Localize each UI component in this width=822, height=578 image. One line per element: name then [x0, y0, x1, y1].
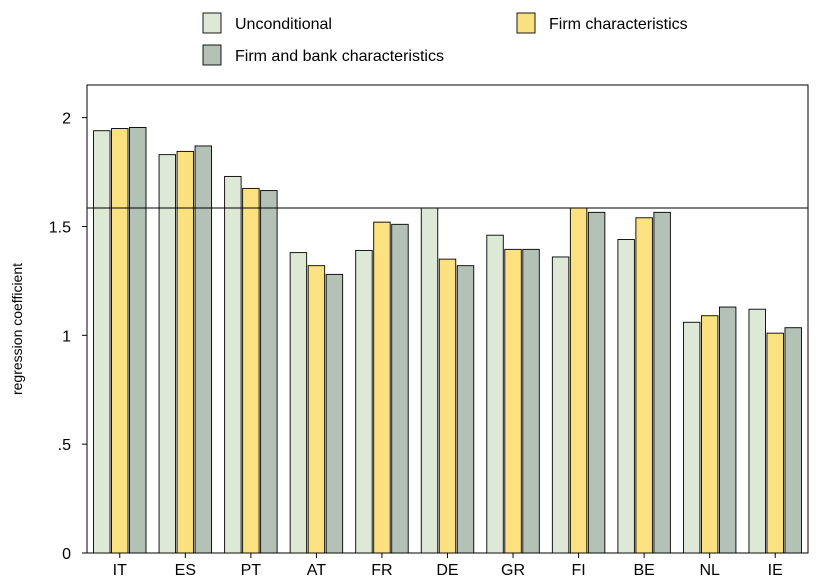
y-tick-label: 1 [62, 328, 71, 345]
x-tick-label: IE [768, 562, 783, 578]
bar [587, 211, 606, 554]
x-tick-label: FR [371, 562, 392, 578]
x-tick-label: PT [241, 562, 262, 578]
bar [355, 249, 373, 554]
x-tick-label: NL [699, 562, 720, 578]
bar [569, 207, 588, 554]
bar [93, 130, 111, 554]
plot-area: 0 .5 1 1.5 2 IT ES PT AT FR DE GR FI BE NL IE [49, 84, 809, 578]
bar [635, 217, 653, 554]
x-tick-label: GR [501, 562, 525, 578]
y-tick-label: 2 [62, 111, 71, 128]
bar [224, 175, 242, 554]
x-tick-label: ES [175, 562, 196, 578]
y-tick-label: 1.5 [49, 219, 71, 236]
bar [617, 239, 635, 554]
x-tick-label: BE [633, 562, 654, 578]
legend-swatch [202, 12, 222, 34]
bar [682, 321, 701, 554]
legend-swatch [516, 12, 536, 34]
bar [438, 258, 457, 554]
x-tick-label: DE [436, 562, 458, 578]
bar [784, 327, 802, 554]
y-tick-label: .5 [58, 437, 71, 454]
bar [307, 265, 326, 554]
y-tick-label: 0 [62, 546, 71, 563]
x-tick-label: IT [113, 562, 127, 578]
x-tick-label: AT [307, 562, 326, 578]
bar [718, 306, 737, 554]
bar [176, 150, 195, 554]
bar [653, 211, 671, 554]
bar [158, 154, 177, 554]
bar [242, 187, 260, 554]
legend-swatch [202, 44, 222, 66]
bar [456, 265, 475, 554]
bar [325, 273, 344, 554]
bar [289, 252, 308, 554]
bar [504, 248, 522, 554]
bar [373, 221, 391, 554]
bar [129, 126, 147, 554]
legend-label: Firm and bank characteristics [235, 48, 444, 65]
legend-label: Firm characteristics [549, 16, 688, 33]
bar [194, 145, 213, 554]
bar [766, 332, 784, 554]
bar [748, 308, 766, 554]
bar [260, 190, 278, 554]
bar [522, 248, 540, 554]
bar [111, 128, 129, 554]
legend: Unconditional Firm characteristics Firm an… [202, 12, 688, 66]
bar [391, 223, 409, 554]
bar [486, 234, 504, 554]
bar [551, 256, 570, 554]
y-axis-title: regression coefficient [9, 263, 25, 395]
bar [700, 315, 719, 554]
legend-label: Unconditional [235, 16, 332, 33]
x-tick-label: FI [571, 562, 585, 578]
bar [420, 207, 439, 554]
